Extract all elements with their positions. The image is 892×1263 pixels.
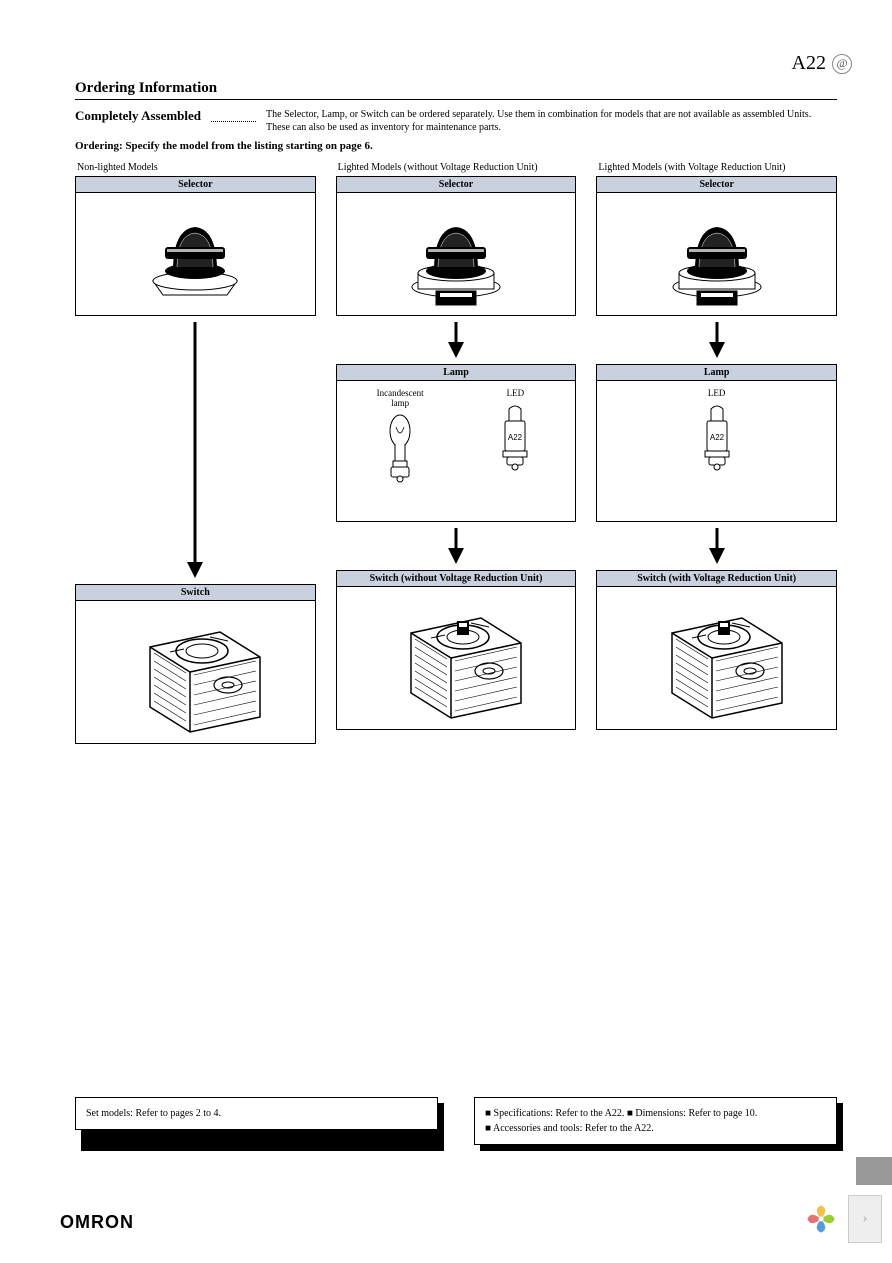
lamp-body: Incandescentlamp LED A22 xyxy=(337,381,576,521)
at-symbol: @ xyxy=(832,54,852,74)
footer-boxes: Set models: Refer to pages 2 to 4. ■ Spe… xyxy=(75,1097,837,1145)
footer-right-line: ■ Accessories and tools: Refer to the A2… xyxy=(485,1121,826,1136)
lamp-box: Lamp LED A22 xyxy=(596,364,837,522)
lamp-box: Lamp Incandescentlamp LED A22 xyxy=(336,364,577,522)
selector-image xyxy=(337,193,576,315)
lamp-item: LED A22 xyxy=(495,389,535,478)
lamp-body: LED A22 xyxy=(597,381,836,521)
arrow-down-icon xyxy=(446,528,466,564)
selector-box: Selector xyxy=(596,176,837,316)
footer-left-text: Set models: Refer to pages 2 to 4. xyxy=(75,1097,438,1130)
selector-title: Selector xyxy=(337,177,576,193)
switch-box: Switch (without Voltage Reduction Unit) xyxy=(336,570,577,730)
arrow-down-icon xyxy=(707,528,727,564)
nav-footer: › xyxy=(804,1195,882,1243)
arrow-down-icon xyxy=(707,322,727,358)
lamp-title: Lamp xyxy=(337,365,576,381)
lamp-title: Lamp xyxy=(597,365,836,381)
subhead-row: Completely Assembled The Selector, Lamp,… xyxy=(75,108,837,134)
section-title: Ordering Information xyxy=(75,80,837,100)
switch-title: Switch (without Voltage Reduction Unit) xyxy=(337,571,576,587)
column: Lighted Models (without Voltage Reductio… xyxy=(336,162,577,744)
arrow-down-icon xyxy=(446,322,466,358)
code-text: A22 xyxy=(792,52,826,75)
switch-image xyxy=(597,587,836,729)
page-code: A22 @ xyxy=(792,52,852,75)
ordering-note: Ordering: Specify the model from the lis… xyxy=(75,140,837,152)
selector-box: Selector xyxy=(75,176,316,316)
switch-box: Switch xyxy=(75,584,316,744)
column-heading: Lighted Models (with Voltage Reduction U… xyxy=(598,162,785,173)
lamp-label: LED xyxy=(507,389,525,399)
subhead: Completely Assembled xyxy=(75,108,201,124)
footer-right-line: ■ Specifications: Refer to the A22. ■ Di… xyxy=(485,1106,826,1121)
column: Non-lighted Models Selector Switch xyxy=(75,162,316,744)
lamp-item: Incandescentlamp xyxy=(377,389,424,488)
svg-text:A22: A22 xyxy=(508,433,523,442)
side-tab xyxy=(856,1157,892,1185)
lamp-label: Incandescentlamp xyxy=(377,389,424,409)
selector-image xyxy=(76,193,315,315)
chevron-right-icon: › xyxy=(863,1211,868,1227)
columns: Non-lighted Models Selector Switch Lighte… xyxy=(75,162,837,744)
switch-image xyxy=(76,601,315,743)
selector-box: Selector xyxy=(336,176,577,316)
switch-box: Switch (with Voltage Reduction Unit) xyxy=(596,570,837,730)
next-button[interactable]: › xyxy=(848,1195,882,1243)
arrow-down-icon xyxy=(185,322,205,578)
footer-box-left: Set models: Refer to pages 2 to 4. xyxy=(75,1097,438,1145)
selector-title: Selector xyxy=(597,177,836,193)
selector-title: Selector xyxy=(76,177,315,193)
subhead-text: The Selector, Lamp, or Switch can be ord… xyxy=(266,108,837,134)
lamp-image xyxy=(382,413,418,488)
column-heading: Non-lighted Models xyxy=(77,162,158,173)
selector-image xyxy=(597,193,836,315)
lamp-image: A22 xyxy=(495,403,535,478)
lamp-item: LED A22 xyxy=(697,389,737,478)
lamp-image: A22 xyxy=(697,403,737,478)
switch-title: Switch (with Voltage Reduction Unit) xyxy=(597,571,836,587)
dotline xyxy=(211,121,256,122)
svg-text:A22: A22 xyxy=(710,433,725,442)
lamp-label: LED xyxy=(708,389,726,399)
switch-image xyxy=(337,587,576,729)
column-heading: Lighted Models (without Voltage Reductio… xyxy=(338,162,538,173)
switch-title: Switch xyxy=(76,585,315,601)
column: Lighted Models (with Voltage Reduction U… xyxy=(596,162,837,744)
flower-icon xyxy=(804,1202,838,1236)
footer-box-right: ■ Specifications: Refer to the A22. ■ Di… xyxy=(474,1097,837,1145)
footer-right-text: ■ Specifications: Refer to the A22. ■ Di… xyxy=(474,1097,837,1145)
brand-logo: OMRON xyxy=(60,1212,134,1233)
